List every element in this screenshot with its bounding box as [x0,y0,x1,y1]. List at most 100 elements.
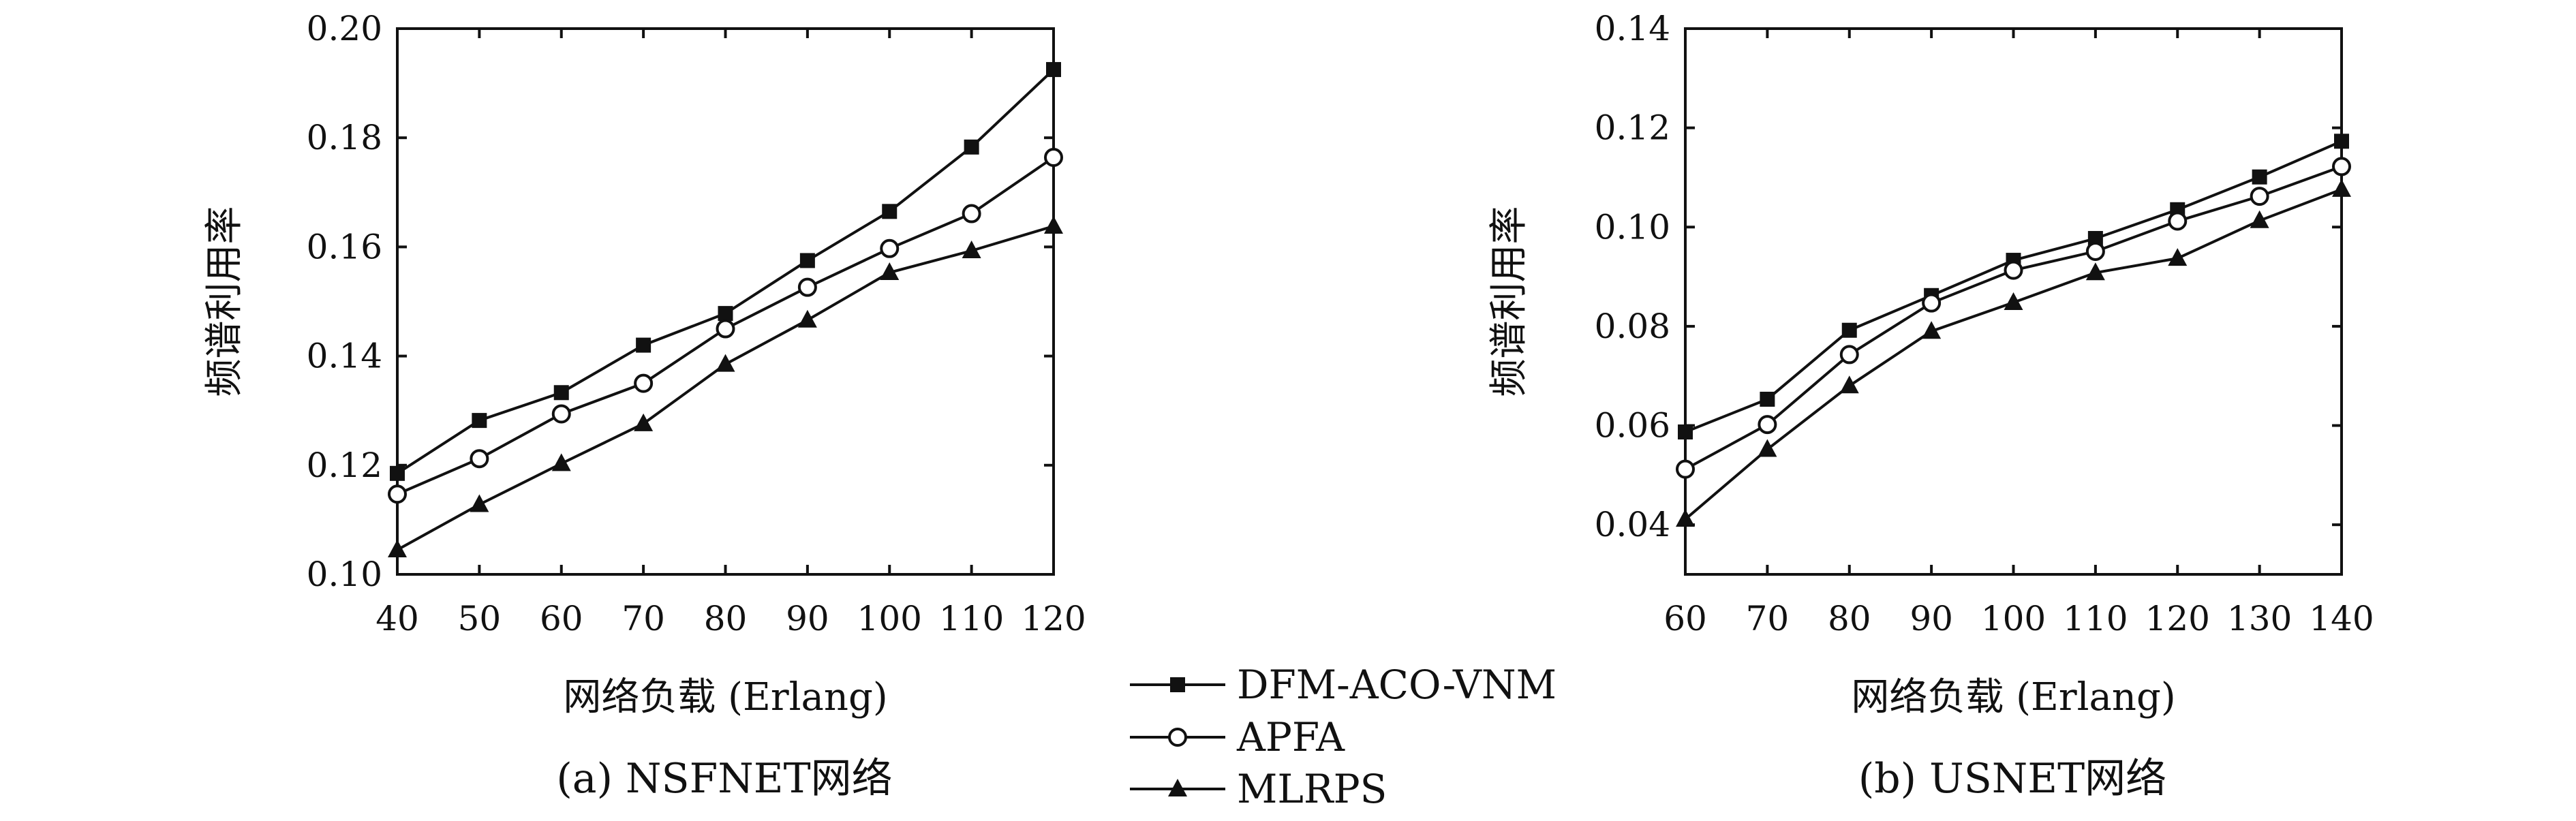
legend-label: APFA [1236,714,1345,760]
series-line [397,225,1054,551]
data-point [1044,148,1063,168]
legend-item: MLRPS [1130,766,1387,812]
series-line [1685,140,2342,433]
series-apfa [1676,157,2351,479]
data-point [1839,375,1859,394]
x-axis-label: 网络负载 (Erlang) [1851,675,2175,719]
data-point [1044,215,1063,234]
data-point [553,385,569,401]
data-point [716,354,735,372]
y-axis-label: 频谱利用率 [1487,206,1531,397]
plot-frame [396,27,1055,576]
data-point [882,204,898,219]
x-tick-label: 100 [1981,599,2046,638]
data-point [388,539,407,557]
x-tick-label: 120 [2145,599,2210,638]
data-point [1046,62,1061,78]
data-point [636,337,651,353]
data-point [2334,134,2349,149]
data-point [799,253,815,268]
x-tick-label: 90 [786,599,829,638]
data-point [1676,459,1695,479]
x-tick-label: 130 [2227,599,2292,638]
data-point [1758,439,1777,457]
data-point [2085,241,2105,261]
data-point [551,453,571,471]
y-tick-label: 0.14 [1595,9,1670,48]
y-tick-label: 0.06 [1595,406,1670,446]
chart-nsfnet: 0.10 0.12 0.14 0.16 0.18 0.20 40 50 60 70 80 90 100 1… [202,9,1086,803]
x-tick-label: 110 [939,599,1004,638]
y-tick-label: 0.12 [1595,108,1670,148]
data-point [962,204,981,223]
y-tick-label: 0.20 [307,9,382,48]
data-point [2250,210,2269,228]
legend-item: DFM-ACO-VNM [1130,662,1557,708]
series-mlrps [388,215,1063,557]
chart-caption: (b) USNET网络 [1858,755,2166,803]
y-tick-label: 0.08 [1595,307,1670,346]
data-point [472,413,487,429]
series-line [1684,188,2342,521]
data-point [797,277,817,297]
data-point [551,404,571,424]
data-point [716,319,735,339]
x-tick-label: 60 [1663,599,1707,638]
data-point [2332,157,2351,176]
x-tick-label: 90 [1910,599,1953,638]
chart-usnet: 0.04 0.06 0.08 0.10 0.12 0.14 60 70 80 90 100 110 12… [1487,9,2374,803]
data-point [718,306,733,322]
series-mlrps [1676,179,2351,527]
legend-marker [1168,728,1187,747]
data-point [2250,187,2269,206]
x-tick-label: 100 [857,599,922,638]
x-tick-label: 110 [2063,599,2128,638]
x-tick-label: 120 [1021,599,1086,638]
data-point [1758,415,1777,435]
series-line [396,68,1055,475]
data-point [964,139,979,155]
x-tick-label: 70 [1746,599,1790,638]
data-point [2004,292,2023,310]
data-point [1922,321,1942,339]
y-tick-label: 0.16 [307,227,382,266]
data-point [2168,248,2188,266]
data-point [1922,293,1942,313]
data-point [797,309,817,328]
legend-marker [1168,779,1187,796]
x-tick-label: 40 [375,599,419,638]
y-tick-label: 0.12 [307,446,382,485]
data-point [634,373,654,393]
x-tick-label: 80 [1828,599,1871,638]
data-point [1678,424,1693,440]
x-tick-label: 140 [2309,599,2374,638]
y-tick-label: 0.10 [1595,207,1670,247]
x-axis-label: 网络负载 (Erlang) [563,675,887,719]
data-point [2252,169,2267,185]
chart-caption: (a) NSFNET网络 [556,755,892,803]
x-tick-label: 80 [704,599,748,638]
legend-label: DFM-ACO-VNM [1237,662,1557,708]
series-dfm-aco-vnm [1678,134,2349,440]
data-point [2087,231,2103,247]
data-point [1839,345,1859,365]
legend-item: APFA [1130,714,1345,760]
x-tick-label: 70 [622,599,665,638]
y-tick-label: 0.14 [307,337,382,376]
data-point [470,449,489,469]
series-line [1685,165,2342,471]
data-point [962,241,981,259]
x-tick-label: 50 [458,599,502,638]
data-point [2004,260,2023,280]
y-tick-label: 0.10 [307,555,382,594]
legend: DFM-ACO-VNM APFA MLRPS [1130,662,1557,812]
series-dfm-aco-vnm [390,62,1061,481]
data-point [634,413,654,431]
legend-label: MLRPS [1237,766,1387,812]
data-point [388,484,407,504]
y-axis-label: 频谱利用率 [202,206,247,397]
series-apfa [388,148,1063,504]
data-point [880,238,900,258]
x-tick-label: 60 [540,599,583,638]
